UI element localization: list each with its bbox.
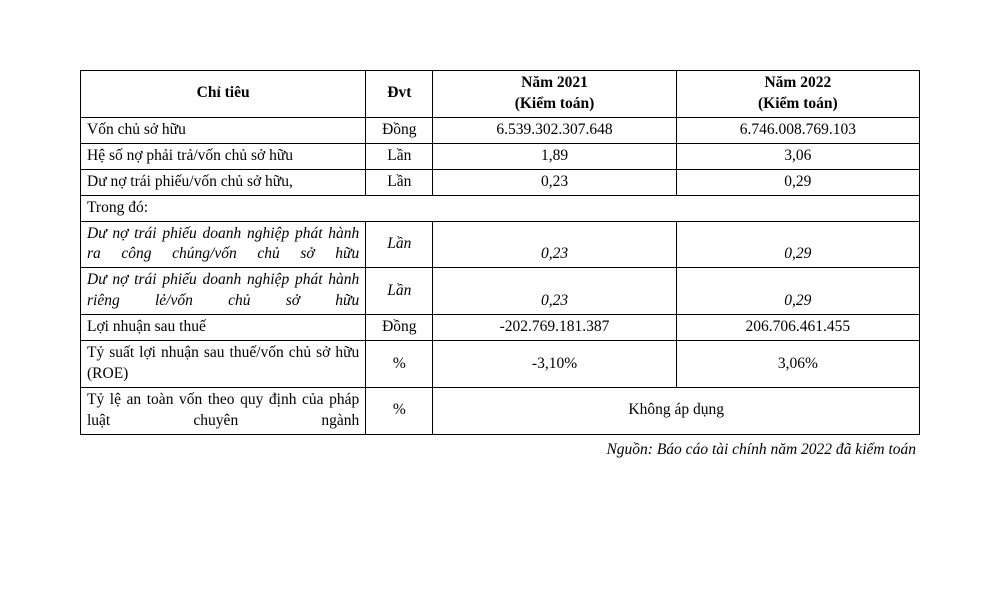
- header-year-2021-line2: (Kiểm toán): [515, 95, 595, 112]
- cell-merged: Không áp dụng: [433, 387, 920, 434]
- header-year-2021: Năm 2021 (Kiểm toán): [433, 71, 676, 118]
- cell-2022: 0,29: [676, 221, 919, 268]
- table-row: Tỷ lệ an toàn vốn theo quy định của pháp…: [81, 387, 920, 434]
- cell-name: Trong đó:: [81, 195, 366, 221]
- cell-name: Dư nợ trái phiếu doanh nghiệp phát hành …: [81, 268, 366, 315]
- cell-2021: 0,23: [433, 221, 676, 268]
- cell-2021: -3,10%: [433, 341, 676, 388]
- table-row: Dư nợ trái phiếu/vốn chủ sở hữu, Lần 0,2…: [81, 169, 920, 195]
- cell-2022: 0,29: [676, 268, 919, 315]
- header-year-2022-line2: (Kiểm toán): [758, 95, 838, 112]
- cell-2021: 0,23: [433, 169, 676, 195]
- cell-2022: 3,06: [676, 143, 919, 169]
- header-year-2022: Năm 2022 (Kiểm toán): [676, 71, 919, 118]
- cell-2021: 1,89: [433, 143, 676, 169]
- cell-name: Hệ số nợ phải trả/vốn chủ sở hữu: [81, 143, 366, 169]
- cell-unit: Lần: [366, 143, 433, 169]
- cell-2022: 0,29: [676, 169, 919, 195]
- table-row: Dư nợ trái phiếu doanh nghiệp phát hành …: [81, 268, 920, 315]
- cell-2022: 206.706.461.455: [676, 315, 919, 341]
- cell-2021: 0,23: [433, 268, 676, 315]
- table-row: Lợi nhuận sau thuế Đồng -202.769.181.387…: [81, 315, 920, 341]
- cell-2022: [676, 195, 919, 221]
- cell-2021: 6.539.302.307.648: [433, 117, 676, 143]
- cell-2021: -202.769.181.387: [433, 315, 676, 341]
- table-row: Vốn chủ sở hữu Đồng 6.539.302.307.648 6.…: [81, 117, 920, 143]
- cell-name: Tỷ suất lợi nhuận sau thuế/vốn chủ sở hữ…: [81, 341, 366, 388]
- table-row: Dư nợ trái phiếu doanh nghiệp phát hành …: [81, 221, 920, 268]
- header-year-2022-line1: Năm 2022: [764, 74, 831, 91]
- cell-name: Tỷ lệ an toàn vốn theo quy định của pháp…: [81, 387, 366, 434]
- cell-2022: 6.746.008.769.103: [676, 117, 919, 143]
- table-row: Hệ số nợ phải trả/vốn chủ sở hữu Lần 1,8…: [81, 143, 920, 169]
- source-note: Nguồn: Báo cáo tài chính năm 2022 đã kiể…: [80, 441, 920, 459]
- cell-name: Lợi nhuận sau thuế: [81, 315, 366, 341]
- cell-unit: Lần: [366, 221, 433, 268]
- cell-unit: Lần: [366, 268, 433, 315]
- header-indicator: Chỉ tiêu: [81, 71, 366, 118]
- financial-indicators-table: Chỉ tiêu Đvt Năm 2021 (Kiểm toán) Năm 20…: [80, 70, 920, 435]
- header-year-2021-line1: Năm 2021: [521, 74, 588, 91]
- cell-unit: Lần: [366, 169, 433, 195]
- cell-unit: %: [366, 341, 433, 388]
- header-unit: Đvt: [366, 71, 433, 118]
- table-row: Tỷ suất lợi nhuận sau thuế/vốn chủ sở hữ…: [81, 341, 920, 388]
- cell-2022: 3,06%: [676, 341, 919, 388]
- cell-unit: [366, 195, 433, 221]
- cell-2021: [433, 195, 676, 221]
- table-row: Trong đó:: [81, 195, 920, 221]
- cell-unit: Đồng: [366, 315, 433, 341]
- cell-name: Dư nợ trái phiếu doanh nghiệp phát hành …: [81, 221, 366, 268]
- cell-name: Dư nợ trái phiếu/vốn chủ sở hữu,: [81, 169, 366, 195]
- cell-unit: %: [366, 387, 433, 434]
- cell-name: Vốn chủ sở hữu: [81, 117, 366, 143]
- cell-unit: Đồng: [366, 117, 433, 143]
